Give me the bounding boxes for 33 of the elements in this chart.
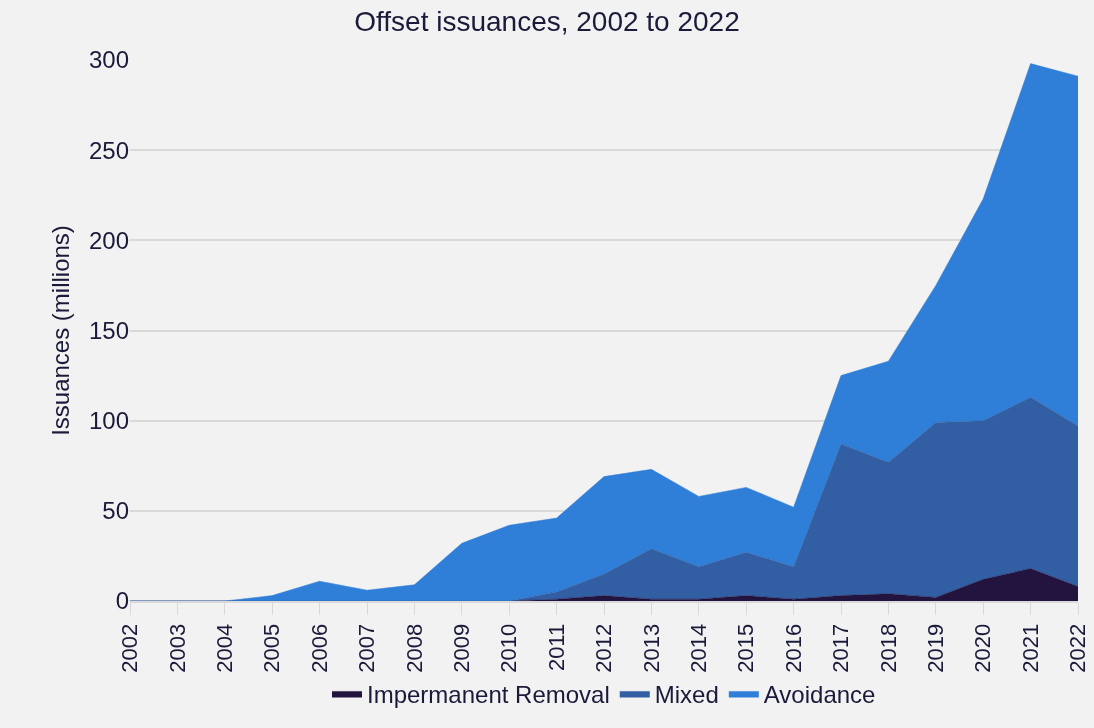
- y-axis-title: Issuances (millions): [47, 225, 75, 436]
- x-tick-label: 2015: [733, 623, 759, 673]
- x-tick-label: 2004: [211, 623, 237, 673]
- x-tick-label: 2010: [496, 623, 522, 673]
- y-tick-label: 100: [88, 407, 129, 435]
- x-tick-label: 2003: [164, 623, 190, 673]
- y-tick-label: 150: [88, 316, 129, 344]
- y-tick-label: 200: [88, 226, 129, 254]
- x-tick-label: 2007: [354, 623, 380, 673]
- x-tick-label: 2022: [1065, 623, 1091, 673]
- x-tick-label: 2021: [1017, 623, 1043, 673]
- x-tick-label: 2009: [448, 623, 474, 673]
- y-tick-label: 50: [102, 497, 129, 525]
- x-tick-label: 2013: [638, 623, 664, 673]
- x-tick-label: 2008: [401, 623, 427, 673]
- y-tick-label: 250: [88, 136, 129, 164]
- legend-label: Impermanent Removal: [367, 680, 610, 708]
- x-tick-label: 2012: [591, 623, 617, 673]
- x-tick-label: 2002: [117, 623, 143, 673]
- x-tick-label: 2011: [543, 623, 569, 672]
- x-tick-label: 2006: [306, 623, 332, 673]
- legend-label: Avoidance: [763, 680, 876, 708]
- legend-label: Mixed: [654, 680, 719, 708]
- x-tick-label: 2019: [922, 623, 948, 673]
- x-tick-label: 2016: [780, 623, 806, 673]
- y-tick-label: 0: [115, 587, 129, 615]
- x-tick-label: 2018: [875, 623, 901, 673]
- y-tick-label: 300: [88, 46, 129, 74]
- x-tick-label: 2020: [970, 623, 996, 673]
- x-tick-label: 2014: [685, 623, 711, 673]
- x-tick-label: 2017: [828, 623, 854, 673]
- x-tick-label: 2005: [259, 623, 285, 673]
- chart-title: Offset issuances, 2002 to 2022: [354, 5, 740, 37]
